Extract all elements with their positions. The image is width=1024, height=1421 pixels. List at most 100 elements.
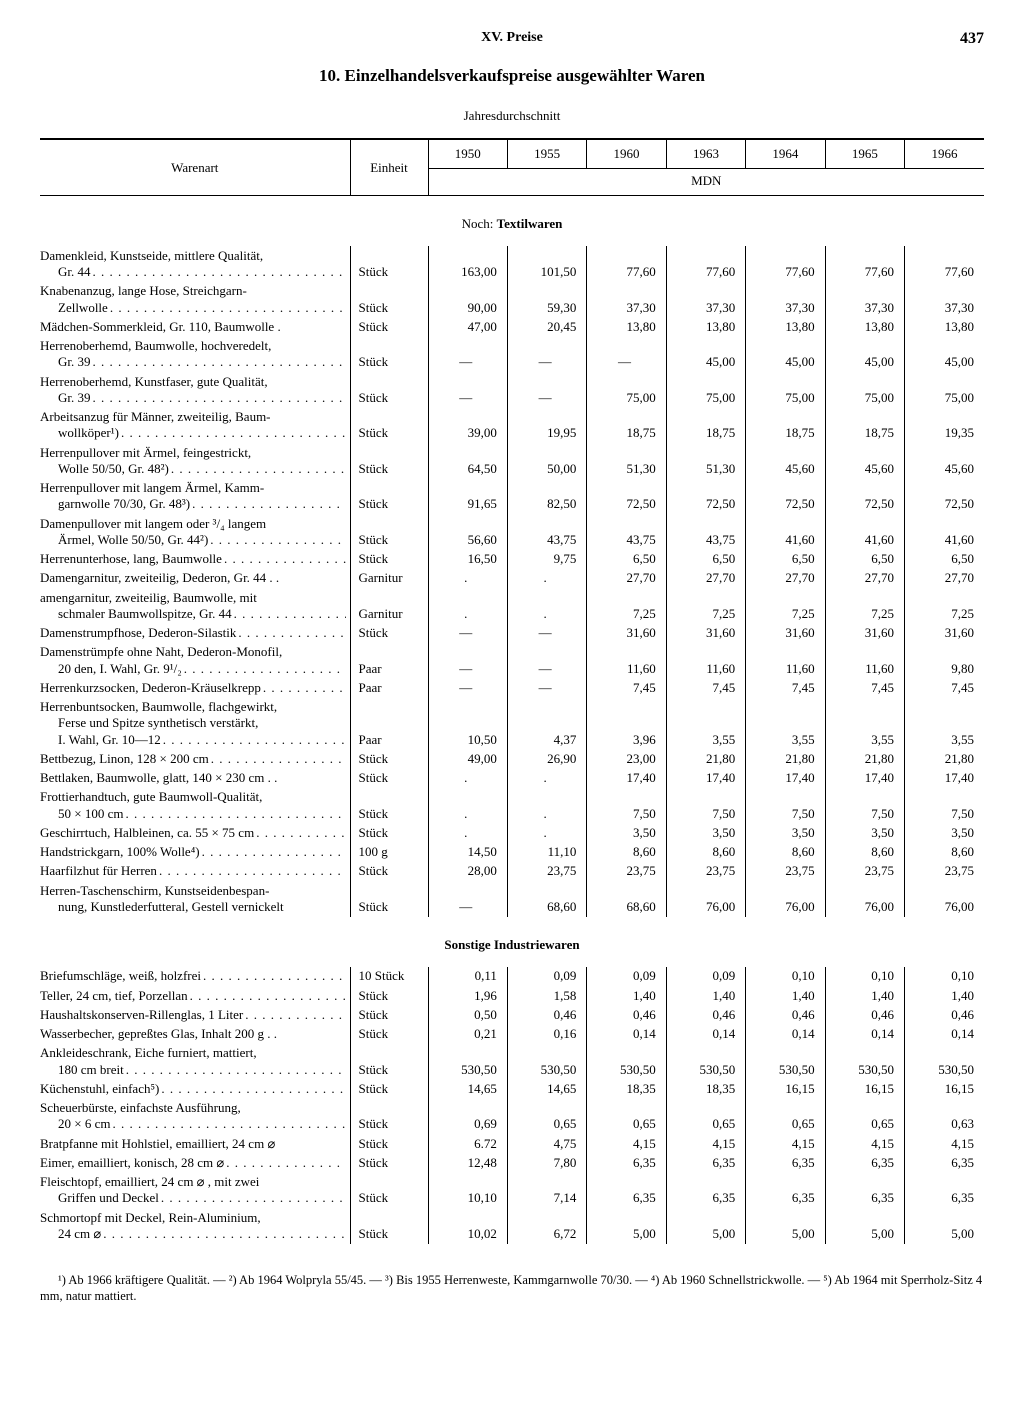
item-value: 7,25 bbox=[825, 588, 904, 624]
col-year-5: 1965 bbox=[825, 140, 904, 169]
item-value: 21,80 bbox=[825, 749, 904, 768]
item-unit: Stück bbox=[350, 443, 428, 479]
item-value: 16,15 bbox=[905, 1079, 984, 1098]
table-row: Herrenpullover mit Ärmel, feingestrickt,… bbox=[40, 443, 984, 479]
item-value: 37,30 bbox=[746, 282, 825, 318]
item-value: 17,40 bbox=[825, 769, 904, 788]
table-row: Herren-Taschenschirm, Kunstseidenbespan-… bbox=[40, 881, 984, 917]
item-value: 5,00 bbox=[905, 1208, 984, 1244]
item-value: 0,46 bbox=[507, 1005, 586, 1024]
item-value: 68,60 bbox=[507, 881, 586, 917]
item-value: — bbox=[428, 624, 507, 643]
table-row: Bettlaken, Baumwolle, glatt, 140 × 230 c… bbox=[40, 769, 984, 788]
item-name: Scheuerbürste, einfachste Ausführung,20 … bbox=[40, 1099, 350, 1135]
item-value: 51,30 bbox=[666, 443, 745, 479]
item-value: 16,15 bbox=[746, 1079, 825, 1098]
item-value: 23,00 bbox=[587, 749, 666, 768]
item-value: 76,00 bbox=[825, 881, 904, 917]
item-value: 10,50 bbox=[428, 698, 507, 750]
item-value: 7,50 bbox=[905, 788, 984, 824]
item-value: 4,37 bbox=[507, 698, 586, 750]
item-value: 7,25 bbox=[587, 588, 666, 624]
item-value: — bbox=[507, 643, 586, 679]
page-header: XV. Preise 437 bbox=[40, 30, 984, 48]
table-row: Mädchen-Sommerkleid, Gr. 110, Baumwolle … bbox=[40, 317, 984, 336]
col-unit: Einheit bbox=[350, 140, 428, 196]
section-header: Sonstige Industriewaren bbox=[40, 917, 984, 967]
table-row: amengarnitur, zweiteilig, Baumwolle, mit… bbox=[40, 588, 984, 624]
item-name: Küchenstuhl, einfach⁵) bbox=[40, 1079, 350, 1098]
item-value: 11,10 bbox=[507, 843, 586, 862]
table-row: Herrenoberhemd, Baumwolle, hochveredelt,… bbox=[40, 337, 984, 373]
item-name: Herrenunterhose, lang, Baumwolle bbox=[40, 550, 350, 569]
item-value: 7,14 bbox=[507, 1173, 586, 1209]
item-value: 14,50 bbox=[428, 843, 507, 862]
item-value: . bbox=[428, 588, 507, 624]
item-value: 23,75 bbox=[825, 862, 904, 881]
item-unit: Paar bbox=[350, 698, 428, 750]
table-row: Arbeitsanzug für Männer, zweiteilig, Bau… bbox=[40, 408, 984, 444]
item-value: 13,80 bbox=[905, 317, 984, 336]
table-row: Herrenkurzsocken, Dederon-KräuselkreppPa… bbox=[40, 678, 984, 697]
item-value: 6,50 bbox=[587, 550, 666, 569]
item-value: — bbox=[507, 678, 586, 697]
item-unit: Stück bbox=[350, 1025, 428, 1044]
item-value: — bbox=[507, 624, 586, 643]
item-value: 77,60 bbox=[746, 246, 825, 282]
item-value: 8,60 bbox=[666, 843, 745, 862]
col-year-1: 1955 bbox=[507, 140, 586, 169]
item-value: 0,10 bbox=[746, 967, 825, 986]
item-value: 7,80 bbox=[507, 1153, 586, 1172]
item-value: 21,80 bbox=[905, 749, 984, 768]
item-value: 72,50 bbox=[746, 479, 825, 515]
item-value: 49,00 bbox=[428, 749, 507, 768]
item-unit: Stück bbox=[350, 1005, 428, 1024]
item-name: Knabenanzug, lange Hose, Streichgarn-Zel… bbox=[40, 282, 350, 318]
item-name: Fleischtopf, emailliert, 24 cm ⌀ , mit z… bbox=[40, 1173, 350, 1209]
item-value: 10,10 bbox=[428, 1173, 507, 1209]
item-value: — bbox=[428, 881, 507, 917]
table-title: 10. Einzelhandelsverkaufspreise ausgewäh… bbox=[40, 66, 984, 86]
table-row: Ankleideschrank, Eiche furniert, mattier… bbox=[40, 1044, 984, 1080]
item-value: 6,72 bbox=[507, 1208, 586, 1244]
item-value: 18,75 bbox=[825, 408, 904, 444]
item-value: 13,80 bbox=[666, 317, 745, 336]
item-value: 75,00 bbox=[825, 372, 904, 408]
col-currency: MDN bbox=[428, 169, 984, 196]
table-row: Haarfilzhut für HerrenStück28,0023,7523,… bbox=[40, 862, 984, 881]
item-value: 9,75 bbox=[507, 550, 586, 569]
item-value: 7,45 bbox=[905, 678, 984, 697]
item-value: 17,40 bbox=[666, 769, 745, 788]
item-value: 0,69 bbox=[428, 1099, 507, 1135]
item-value: 4,15 bbox=[746, 1134, 825, 1153]
item-value: 5,00 bbox=[666, 1208, 745, 1244]
item-value: 7,25 bbox=[666, 588, 745, 624]
item-value: 0,11 bbox=[428, 967, 507, 986]
item-value: . bbox=[507, 588, 586, 624]
col-name: Warenart bbox=[40, 140, 350, 196]
item-value: 1,40 bbox=[905, 986, 984, 1005]
item-value: 75,00 bbox=[666, 372, 745, 408]
item-unit: Stück bbox=[350, 788, 428, 824]
item-value: 4,15 bbox=[666, 1134, 745, 1153]
footnotes: ¹) Ab 1966 kräftigere Qualität. — ²) Ab … bbox=[40, 1272, 984, 1306]
item-value: 530,50 bbox=[428, 1044, 507, 1080]
item-value: 18,75 bbox=[587, 408, 666, 444]
item-value: 530,50 bbox=[746, 1044, 825, 1080]
item-value: 0,09 bbox=[507, 967, 586, 986]
item-value: 18,75 bbox=[666, 408, 745, 444]
item-value: 13,80 bbox=[587, 317, 666, 336]
item-value: 1,96 bbox=[428, 986, 507, 1005]
chapter-title: XV. Preise bbox=[100, 30, 924, 48]
item-name: Bratpfanne mit Hohlstiel, emailliert, 24… bbox=[40, 1134, 350, 1153]
item-value: 530,50 bbox=[587, 1044, 666, 1080]
item-value: 7,50 bbox=[587, 788, 666, 824]
item-value: 3,55 bbox=[746, 698, 825, 750]
item-value: 4,15 bbox=[825, 1134, 904, 1153]
item-value: 45,00 bbox=[825, 337, 904, 373]
item-value: 0,10 bbox=[905, 967, 984, 986]
item-value: 76,00 bbox=[905, 881, 984, 917]
item-name: Teller, 24 cm, tief, Porzellan bbox=[40, 986, 350, 1005]
item-value: 6,50 bbox=[746, 550, 825, 569]
item-value: 13,80 bbox=[825, 317, 904, 336]
